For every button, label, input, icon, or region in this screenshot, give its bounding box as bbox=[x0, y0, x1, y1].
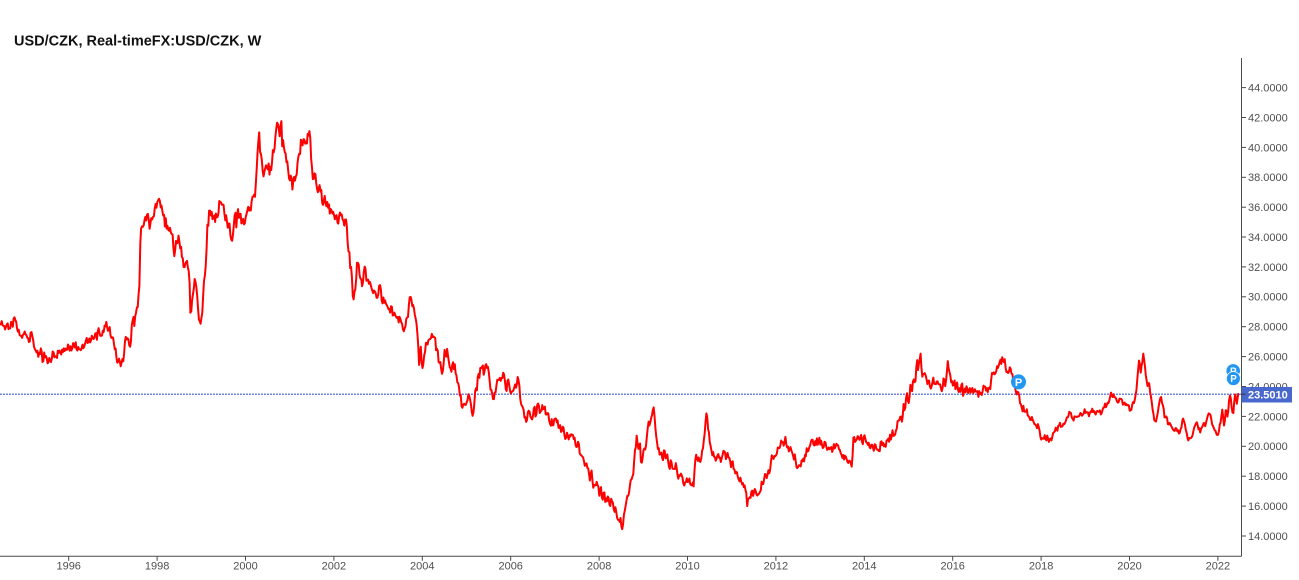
svg-text:2006: 2006 bbox=[498, 561, 522, 573]
svg-text:36.0000: 36.0000 bbox=[1248, 202, 1288, 214]
svg-text:30.0000: 30.0000 bbox=[1248, 292, 1288, 304]
svg-text:44.0000: 44.0000 bbox=[1248, 83, 1288, 95]
svg-text:26.0000: 26.0000 bbox=[1248, 352, 1288, 364]
svg-text:2022: 2022 bbox=[1206, 561, 1230, 573]
svg-text:P: P bbox=[1015, 377, 1022, 389]
svg-text:20.0000: 20.0000 bbox=[1248, 441, 1288, 453]
svg-text:16.0000: 16.0000 bbox=[1248, 501, 1288, 513]
svg-text:28.0000: 28.0000 bbox=[1248, 322, 1288, 334]
svg-text:42.0000: 42.0000 bbox=[1248, 112, 1288, 124]
svg-text:22.0000: 22.0000 bbox=[1248, 411, 1288, 423]
svg-text:34.0000: 34.0000 bbox=[1248, 232, 1288, 244]
svg-text:38.0000: 38.0000 bbox=[1248, 172, 1288, 184]
svg-text:2010: 2010 bbox=[675, 561, 699, 573]
svg-text:18.0000: 18.0000 bbox=[1248, 471, 1288, 483]
svg-text:2012: 2012 bbox=[764, 561, 788, 573]
svg-text:32.0000: 32.0000 bbox=[1248, 262, 1288, 274]
svg-text:USD/CZK, Real-timeFX:USD/CZK,: USD/CZK, Real-timeFX:USD/CZK, W bbox=[14, 34, 262, 50]
svg-text:1998: 1998 bbox=[145, 561, 169, 573]
svg-text:1996: 1996 bbox=[56, 561, 80, 573]
svg-text:2014: 2014 bbox=[852, 561, 876, 573]
svg-text:2002: 2002 bbox=[322, 561, 346, 573]
svg-text:P: P bbox=[1230, 374, 1237, 385]
svg-text:2018: 2018 bbox=[1029, 561, 1053, 573]
svg-text:14.0000: 14.0000 bbox=[1248, 531, 1288, 543]
svg-text:2016: 2016 bbox=[940, 561, 964, 573]
svg-text:40.0000: 40.0000 bbox=[1248, 142, 1288, 154]
svg-text:2004: 2004 bbox=[410, 561, 434, 573]
svg-text:23.5010: 23.5010 bbox=[1248, 390, 1288, 402]
svg-text:2000: 2000 bbox=[233, 561, 257, 573]
svg-text:2020: 2020 bbox=[1117, 561, 1141, 573]
svg-text:2008: 2008 bbox=[587, 561, 611, 573]
